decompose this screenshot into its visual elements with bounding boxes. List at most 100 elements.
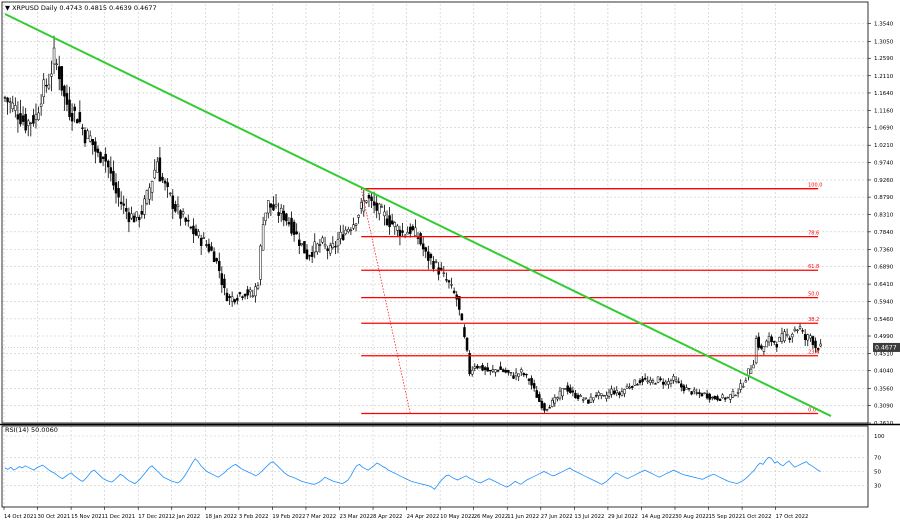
candle-body xyxy=(607,391,611,397)
y-tick-label: 0.6890 xyxy=(874,265,894,271)
candle-body xyxy=(57,66,61,80)
x-tick-label: 29 Jul 2022 xyxy=(608,514,638,520)
rsi-y-tick-label: 100 xyxy=(874,434,885,440)
candle-body xyxy=(125,207,128,212)
candle-body xyxy=(705,393,709,399)
x-tick-label: 15 Sep 2022 xyxy=(709,514,743,520)
candle-body xyxy=(277,212,280,216)
candle-body xyxy=(432,261,435,269)
candle-body xyxy=(279,207,283,214)
candle-body xyxy=(708,393,711,400)
candle-body xyxy=(646,380,649,383)
rsi-y-tick-label: 70 xyxy=(874,455,881,461)
candle-body xyxy=(68,99,71,117)
candle-body xyxy=(713,396,717,400)
candle-body xyxy=(434,261,438,263)
candle-body xyxy=(723,397,727,400)
y-tick-label: 1.2110 xyxy=(874,74,894,80)
candle-body xyxy=(390,220,394,225)
candle-body xyxy=(256,285,260,289)
candle-body xyxy=(11,102,14,110)
candle-body xyxy=(197,231,200,237)
candle-body xyxy=(148,187,151,200)
candle-body xyxy=(677,381,680,383)
candle-body xyxy=(192,225,195,235)
candle-body xyxy=(161,176,164,181)
candle-body xyxy=(365,200,368,203)
chart-title: ▼ XRPUSD Daily 0.4743 0.4815 0.4639 0.46… xyxy=(5,4,157,12)
candle-body xyxy=(690,391,693,395)
candle-body xyxy=(45,84,48,87)
candle-body xyxy=(223,278,226,289)
candle-body xyxy=(73,106,76,111)
y-tick-label: 0.3560 xyxy=(874,386,894,392)
candle-body xyxy=(563,388,567,390)
candle-body xyxy=(127,212,131,223)
candle-body xyxy=(176,204,180,207)
candle-body xyxy=(667,381,670,385)
candle-body xyxy=(703,392,706,394)
candle-body xyxy=(42,79,45,97)
candle-body xyxy=(380,206,384,208)
candle-body xyxy=(605,395,608,399)
candle-body xyxy=(550,400,554,407)
rsi-line xyxy=(4,456,821,490)
candle-body xyxy=(328,245,332,254)
candle-body xyxy=(107,160,110,168)
candle-body xyxy=(396,225,399,231)
candle-body xyxy=(55,63,58,65)
candle-body xyxy=(641,378,644,382)
candle-body xyxy=(558,390,562,399)
candle-body xyxy=(803,334,807,341)
candle-body xyxy=(47,84,51,89)
candle-body xyxy=(16,114,20,120)
candle-body xyxy=(282,210,286,221)
candle-body xyxy=(548,407,551,409)
candle-body xyxy=(507,370,510,373)
candle-body xyxy=(32,115,35,124)
candle-body xyxy=(783,331,786,342)
candle-body xyxy=(584,397,588,399)
candle-body xyxy=(465,337,469,351)
x-tick-label: 27 Jun 2022 xyxy=(541,514,573,520)
candle-body xyxy=(6,97,9,103)
x-tick-label: 17 Oct 2022 xyxy=(776,514,809,520)
candle-body xyxy=(765,340,768,348)
candle-body xyxy=(674,379,678,382)
candle-body xyxy=(52,47,56,65)
candle-body xyxy=(385,218,389,225)
axes xyxy=(0,1,900,510)
candle-body xyxy=(775,343,779,348)
candle-body xyxy=(168,192,172,195)
candle-body xyxy=(752,364,755,369)
candle-body xyxy=(695,392,699,394)
candle-body xyxy=(150,181,154,193)
candle-body xyxy=(285,213,288,222)
candle-body xyxy=(741,386,745,388)
candle-body xyxy=(687,388,691,390)
x-tick-label: 15 Nov 2021 xyxy=(71,514,105,520)
fib-level-label: 23.6 xyxy=(808,350,819,356)
candle-body xyxy=(179,210,182,219)
candle-body xyxy=(318,244,322,246)
candle-body xyxy=(26,120,30,126)
candle-body xyxy=(791,333,794,338)
trendline[interactable] xyxy=(4,13,832,417)
candle-body xyxy=(114,182,118,194)
y-tick-label: 0.9740 xyxy=(874,160,894,166)
candle-body xyxy=(243,293,247,297)
candle-body xyxy=(217,260,221,271)
candle-body xyxy=(785,333,789,336)
candle-body xyxy=(749,368,753,374)
candle-body xyxy=(202,237,206,239)
candle-body xyxy=(636,384,639,386)
candle-body xyxy=(649,379,652,383)
candle-body xyxy=(504,370,508,373)
candle-body xyxy=(184,217,187,222)
trendline-line xyxy=(4,13,832,417)
x-tick-label: 8 Apr 2022 xyxy=(373,514,402,520)
fibonacci-retracement[interactable]: 100.0 78.6 61.8 50.0 38.2 23.6 0.0 xyxy=(360,183,822,415)
candle-body xyxy=(620,391,624,396)
